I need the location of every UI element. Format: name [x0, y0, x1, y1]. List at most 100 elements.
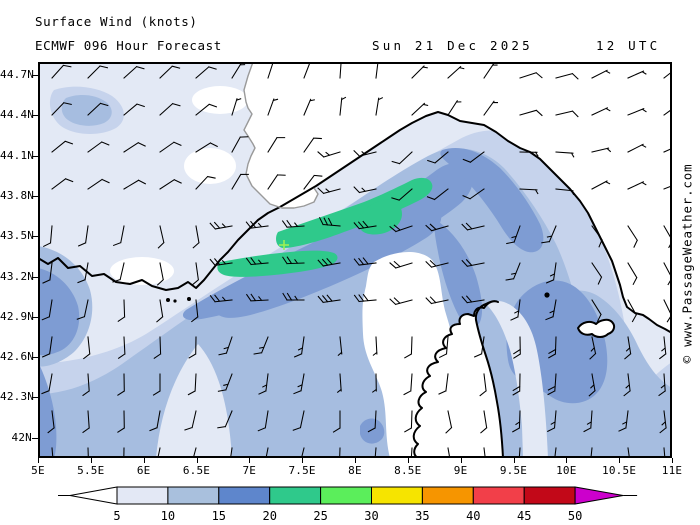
lat-tick	[32, 75, 38, 76]
lon-label: 9.5E	[499, 464, 528, 477]
legend-box	[523, 486, 576, 505]
wind-barb	[438, 336, 449, 359]
wind-barb	[555, 72, 579, 80]
wind-barb	[591, 262, 603, 285]
hyeres-island-3	[187, 297, 191, 301]
wind-barb	[157, 225, 165, 249]
wind-barb	[303, 137, 322, 153]
lat-tick	[32, 316, 38, 318]
wind-barb	[282, 292, 305, 301]
wind-barb	[159, 141, 182, 153]
wind-barb	[41, 373, 53, 395]
wind-barb	[191, 262, 200, 286]
wind-barb	[231, 136, 249, 153]
wind-barb	[77, 225, 89, 247]
legend-box	[116, 486, 169, 505]
wind-barbs	[41, 62, 672, 458]
wind-barb	[87, 65, 109, 79]
wind-barb	[425, 259, 449, 268]
wind-barb	[389, 224, 413, 233]
wind-barb	[519, 188, 539, 195]
wind-barb	[545, 299, 557, 321]
wind-barb	[336, 373, 342, 393]
band-20-green-lower	[217, 250, 338, 277]
wind-barb	[447, 65, 465, 79]
band-15-left-edge	[38, 268, 80, 356]
wind-barb	[51, 64, 72, 79]
wind-barb	[519, 109, 543, 117]
wind-barb	[123, 179, 147, 190]
wind-barb	[159, 65, 181, 79]
wind-barb	[404, 410, 413, 433]
legend-right-arrow	[574, 486, 624, 505]
lat-tick	[32, 236, 38, 238]
coastline	[38, 111, 672, 334]
wind-barb	[195, 142, 218, 153]
wind-barb	[627, 225, 638, 248]
wind-barb	[589, 336, 597, 360]
wind-barb	[209, 294, 233, 303]
lat-tick	[32, 397, 38, 399]
wind-barb	[623, 373, 631, 397]
wind-barb	[42, 225, 53, 248]
wind-barb	[159, 102, 181, 116]
wind-barb	[519, 72, 543, 79]
forecast-map	[38, 62, 672, 458]
lat-label: 44.7N	[0, 68, 35, 81]
lat-label: 43.5N	[0, 229, 35, 243]
wind-barb	[87, 141, 110, 153]
lon-label: 9E	[453, 464, 468, 477]
wind-barb	[218, 336, 233, 356]
wind-barb	[82, 373, 90, 397]
legend-value: 10	[161, 509, 175, 523]
wind-barb	[317, 187, 341, 195]
forecast-date: Sun 21 Dec 2025	[372, 38, 533, 53]
legend-box	[320, 486, 373, 505]
wind-barb	[461, 259, 485, 267]
wind-barb	[483, 100, 499, 116]
lat-label: 43.2N	[0, 269, 35, 283]
band-15-sw-corner	[38, 362, 57, 458]
wind-barb	[483, 63, 498, 79]
wind-barb	[426, 188, 449, 201]
white-inland-patch-2	[192, 86, 248, 114]
lat-tick	[32, 195, 38, 197]
wind-barb	[391, 151, 413, 165]
wind-barb	[411, 65, 428, 79]
wind-barb	[317, 294, 341, 304]
wind-barb	[353, 186, 377, 194]
wind-barb	[658, 373, 666, 397]
wind-barb	[555, 151, 575, 158]
wind-barb	[195, 103, 218, 116]
lat-label: 42.9N	[0, 309, 35, 323]
wind-barb	[353, 150, 377, 157]
wind-barb	[658, 336, 667, 360]
wind-barb	[195, 175, 216, 190]
wind-barb	[245, 220, 269, 229]
white-toulon-patch	[110, 257, 174, 285]
wind-barb	[372, 336, 378, 356]
wind-barb	[462, 151, 485, 163]
wind-barb	[339, 96, 347, 116]
wind-barb	[51, 102, 72, 116]
wind-barb	[317, 151, 341, 158]
wind-barb	[546, 410, 557, 433]
lon-tick	[249, 458, 251, 463]
wind-barb	[591, 299, 602, 322]
wind-barb	[149, 410, 161, 432]
legend-box	[371, 486, 423, 505]
wind-barb	[245, 257, 269, 266]
wind-barb	[123, 103, 145, 116]
wind-barb	[117, 373, 126, 396]
wind-barb	[519, 151, 539, 157]
lon-tick	[143, 458, 145, 463]
corsica-island	[412, 300, 504, 458]
wind-barb	[375, 97, 384, 116]
wind-barb	[588, 373, 596, 397]
wind-barb	[117, 299, 126, 322]
lon-tick	[460, 458, 462, 463]
islands-and-overlays	[166, 292, 616, 458]
lon-tick	[355, 458, 356, 463]
lat-tick	[32, 357, 38, 359]
